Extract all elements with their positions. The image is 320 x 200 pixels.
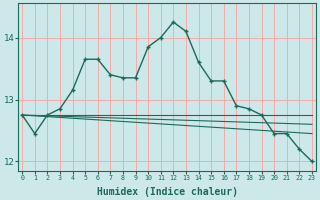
X-axis label: Humidex (Indice chaleur): Humidex (Indice chaleur) xyxy=(97,186,237,197)
